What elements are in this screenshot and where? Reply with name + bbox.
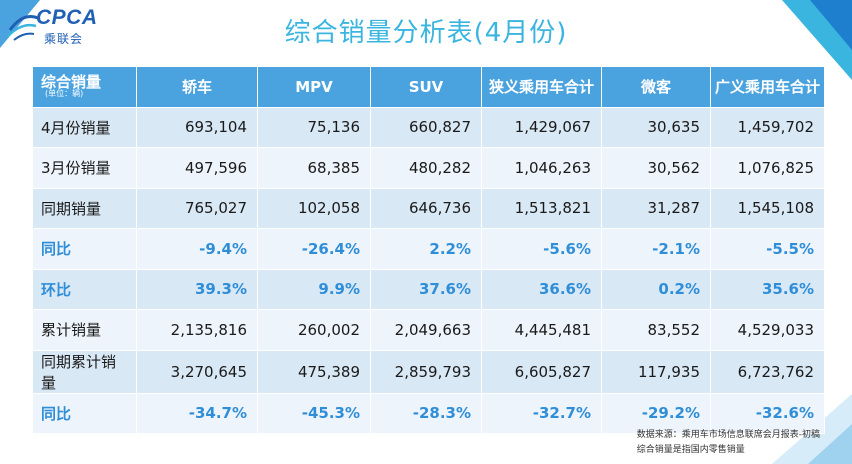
header-cell: SUV bbox=[370, 66, 482, 108]
corner-decoration-top-left bbox=[0, 0, 40, 48]
table-cell: 6,723,762 bbox=[710, 349, 825, 394]
table-cell: 37.6% bbox=[370, 268, 482, 310]
table-cell: 475,389 bbox=[257, 349, 371, 394]
table-row: 4月份销量 693,104 75,136 660,827 1,429,067 30,635… bbox=[32, 106, 825, 148]
table-cell: -26.4% bbox=[257, 228, 371, 270]
table-cell: 30,562 bbox=[601, 147, 711, 189]
table-cell: 1,076,825 bbox=[710, 147, 825, 189]
table-cell: -32.6% bbox=[710, 392, 825, 434]
cpca-logo: CPCA 乘联会 bbox=[6, 6, 116, 46]
row-label: 累计销量 bbox=[32, 309, 137, 351]
table-cell: 102,058 bbox=[257, 187, 371, 229]
table-cell: 31,287 bbox=[601, 187, 711, 229]
table-cell: 1,046,263 bbox=[481, 147, 602, 189]
row-label: 同比 bbox=[32, 228, 137, 270]
table-cell: 2,049,663 bbox=[370, 309, 482, 351]
table-cell: 9.9% bbox=[257, 268, 371, 310]
row-label: 环比 bbox=[32, 268, 137, 310]
corner-decoration-top-right bbox=[782, 0, 852, 80]
table-cell: 2.2% bbox=[370, 228, 482, 270]
table-body: 4月份销量 693,104 75,136 660,827 1,429,067 30,635… bbox=[32, 106, 825, 434]
row-label: 4月份销量 bbox=[32, 106, 137, 148]
table-row: 同比 -34.7% -45.3% -28.3% -32.7% -29.2% -32.6% bbox=[32, 392, 825, 434]
table-row: 同比 -9.4% -26.4% 2.2% -5.6% -2.1% -5.5% bbox=[32, 228, 825, 270]
table-cell: 480,282 bbox=[370, 147, 482, 189]
table-row: 同期销量 765,027 102,058 646,736 1,513,821 31,287… bbox=[32, 187, 825, 229]
table-row: 累计销量 2,135,816 260,002 2,049,663 4,445,481 83… bbox=[32, 309, 825, 351]
header-cell: 轿车 bbox=[136, 66, 258, 108]
table-cell: -5.6% bbox=[481, 228, 602, 270]
table-cell: 39.3% bbox=[136, 268, 258, 310]
table-row: 环比 39.3% 9.9% 37.6% 36.6% 0.2% 35.6% bbox=[32, 268, 825, 310]
table-cell: 0.2% bbox=[601, 268, 711, 310]
table-cell: 693,104 bbox=[136, 106, 258, 148]
table-cell: 4,445,481 bbox=[481, 309, 602, 351]
source-line-2: 综合销量是指国内零售销量 bbox=[636, 445, 745, 455]
table-cell: -29.2% bbox=[601, 392, 711, 434]
page-title: 综合销量分析表(4月份) bbox=[284, 18, 568, 48]
sales-table-container: 综合销量 (单位：辆) 轿车 MPV SUV 狭义乘用车合计 微客 广义乘用车合… bbox=[32, 66, 825, 434]
header-cell: MPV bbox=[257, 66, 371, 108]
table-cell: 117,935 bbox=[601, 349, 711, 394]
table-cell: 1,459,702 bbox=[710, 106, 825, 148]
table-cell: -2.1% bbox=[601, 228, 711, 270]
table-cell: 68,385 bbox=[257, 147, 371, 189]
table-cell: 260,002 bbox=[257, 309, 371, 351]
table-cell: 660,827 bbox=[370, 106, 482, 148]
sales-table: 综合销量 (单位：辆) 轿车 MPV SUV 狭义乘用车合计 微客 广义乘用车合… bbox=[32, 66, 825, 434]
row-label: 同期累计销量 bbox=[32, 349, 137, 394]
table-cell: 765,027 bbox=[136, 187, 258, 229]
table-cell: 646,736 bbox=[370, 187, 482, 229]
table-row: 3月份销量 497,596 68,385 480,282 1,046,263 30,562… bbox=[32, 147, 825, 189]
table-cell: -9.4% bbox=[136, 228, 258, 270]
header-cell: 微客 bbox=[601, 66, 711, 108]
source-line-1: 数据来源：乘用车市场信息联席会月报表-初稿 bbox=[636, 430, 820, 440]
table-cell: -32.7% bbox=[481, 392, 602, 434]
table-cell: 1,429,067 bbox=[481, 106, 602, 148]
table-cell: 497,596 bbox=[136, 147, 258, 189]
table-cell: 83,552 bbox=[601, 309, 711, 351]
table-cell: 2,135,816 bbox=[136, 309, 258, 351]
table-row: 同期累计销量 3,270,645 475,389 2,859,793 6,605,827… bbox=[32, 349, 825, 394]
table-cell: -5.5% bbox=[710, 228, 825, 270]
source-note: 数据来源：乘用车市场信息联席会月报表-初稿 综合销量是指国内零售销量 bbox=[637, 428, 820, 458]
header-unit: (单位：辆) bbox=[45, 89, 84, 99]
table-cell: 36.6% bbox=[481, 268, 602, 310]
table-cell: -34.7% bbox=[136, 392, 258, 434]
table-cell: 6,605,827 bbox=[481, 349, 602, 394]
row-label: 同期销量 bbox=[32, 187, 137, 229]
table-cell: 75,136 bbox=[257, 106, 371, 148]
table-cell: 1,513,821 bbox=[481, 187, 602, 229]
header-cell-label: 综合销量 (单位：辆) bbox=[32, 66, 137, 108]
table-cell: 30,635 bbox=[601, 106, 711, 148]
header-cell: 广义乘用车合计 bbox=[710, 66, 825, 108]
header-label: 综合销量 bbox=[41, 72, 102, 91]
cpca-logo-mark-icon bbox=[7, 15, 39, 41]
table-cell: 35.6% bbox=[710, 268, 825, 310]
table-cell: -45.3% bbox=[257, 392, 371, 434]
header-cell: 狭义乘用车合计 bbox=[481, 66, 602, 108]
logo-subtext: 乘联会 bbox=[44, 32, 84, 46]
row-label: 同比 bbox=[32, 392, 137, 434]
table-cell: 4,529,033 bbox=[710, 309, 825, 351]
logo-text: CPCA bbox=[36, 6, 98, 29]
table-header-row: 综合销量 (单位：辆) 轿车 MPV SUV 狭义乘用车合计 微客 广义乘用车合… bbox=[32, 66, 825, 108]
table-cell: 3,270,645 bbox=[136, 349, 258, 394]
table-cell: -28.3% bbox=[370, 392, 482, 434]
table-cell: 1,545,108 bbox=[710, 187, 825, 229]
table-cell: 2,859,793 bbox=[370, 349, 482, 394]
row-label: 3月份销量 bbox=[32, 147, 137, 189]
